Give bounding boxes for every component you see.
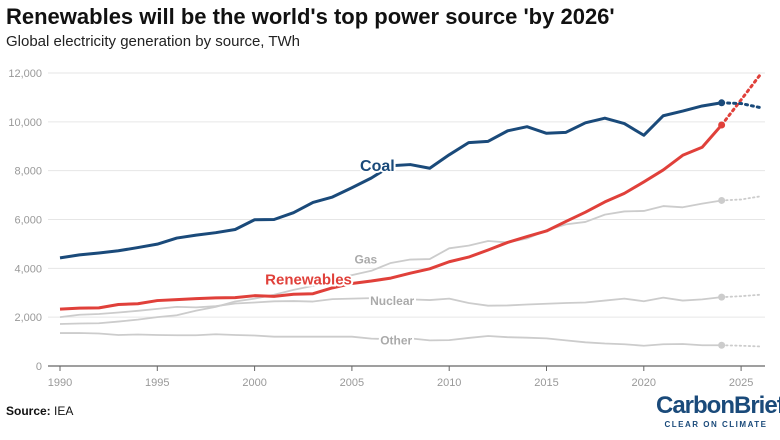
y-tick-label: 6,000: [14, 215, 42, 227]
logo-tagline: CLEAR ON CLIMATE: [664, 420, 768, 429]
chart-title: Renewables will be the world's top power…: [6, 4, 615, 29]
forecast-line-other: [720, 344, 762, 348]
forecast-line-coal: [720, 101, 763, 110]
series-line-gas: [59, 199, 722, 325]
series-label-gas: Gas: [355, 253, 378, 267]
forecast-start-dot-other: [718, 341, 726, 349]
forecast-line-gas: [720, 195, 762, 202]
logo-name: CarbonBrief: [656, 392, 780, 419]
series-label-coal: Coal: [360, 158, 395, 175]
x-tick-label: 2010: [437, 377, 461, 389]
x-tick-label: 2015: [534, 377, 558, 389]
forecast-start-dot-nuclear: [718, 293, 726, 301]
x-tick-label: 1995: [145, 377, 169, 389]
forecast-line-renewables: [720, 72, 763, 127]
forecast-start-dot-renewables: [718, 121, 726, 129]
series-line-nuclear: [59, 296, 722, 319]
y-tick-label: 0: [36, 361, 42, 373]
series-line-renewables: [59, 124, 723, 311]
chart-subtitle: Global electricity generation by source,…: [6, 33, 301, 50]
source-label: Source:: [6, 404, 51, 418]
y-tick-label: 8,000: [14, 166, 42, 178]
x-tick-label: 2025: [729, 377, 753, 389]
series-label-other: Other: [380, 334, 412, 348]
x-tick-label: 2005: [340, 377, 364, 389]
source-value: IEA: [54, 404, 74, 418]
carbonbrief-logo: CarbonBrief CLEAR ON CLIMATE: [656, 392, 780, 430]
series-line-coal: [59, 101, 722, 260]
series-label-renewables: Renewables: [265, 271, 352, 288]
y-tick-label: 4,000: [14, 263, 42, 275]
x-tick-label: 2020: [632, 377, 656, 389]
series-line-other: [60, 332, 722, 347]
source-note: Source: IEA: [6, 404, 73, 418]
forecast-line-nuclear: [720, 293, 762, 299]
series-label-nuclear: Nuclear: [370, 294, 414, 308]
forecast-start-dot-gas: [718, 196, 726, 204]
x-tick-label: 2000: [242, 377, 266, 389]
y-tick-label: 12,000: [8, 68, 42, 80]
x-tick-label: 1990: [48, 377, 72, 389]
forecast-start-dot-coal: [718, 99, 726, 107]
y-tick-label: 10,000: [8, 117, 42, 129]
y-tick-label: 2,000: [14, 312, 42, 324]
